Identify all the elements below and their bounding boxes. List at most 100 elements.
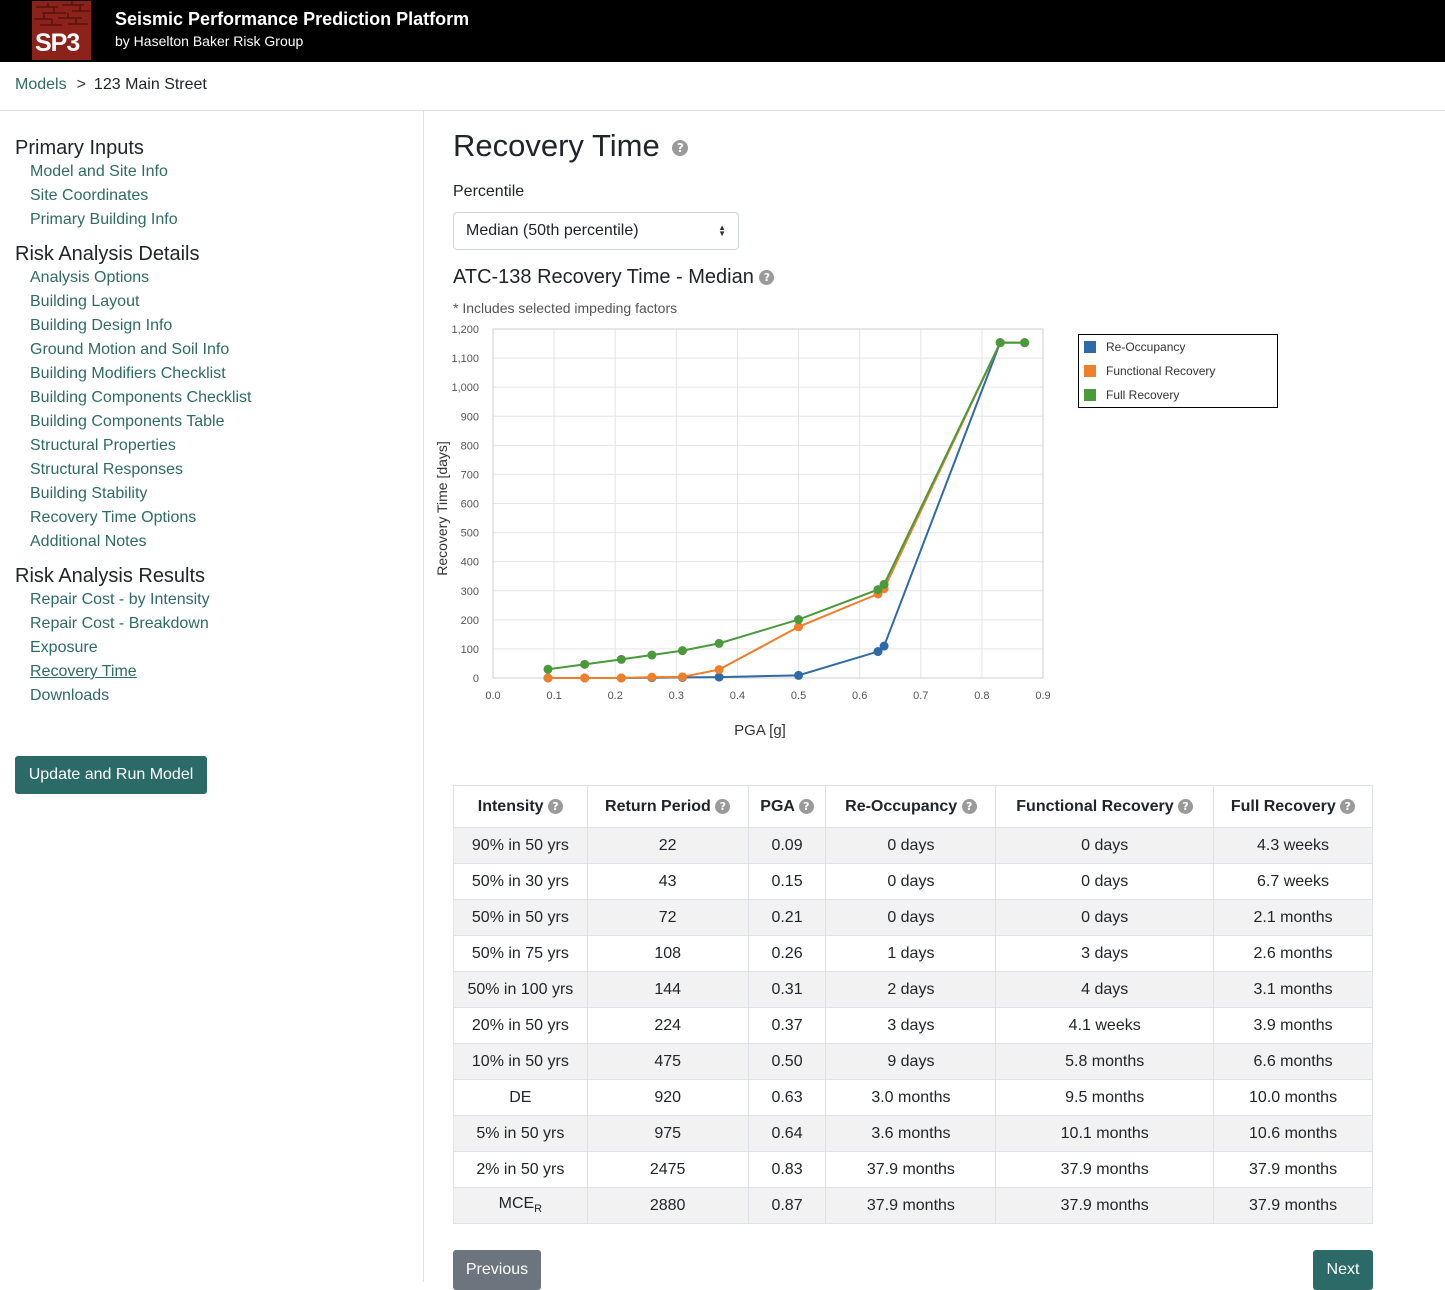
table-cell: 37.9 months (995, 1187, 1215, 1224)
table-cell: 10.1 months (995, 1115, 1215, 1152)
y-tick-label: 300 (461, 586, 479, 598)
sidebar-item-analysis-options[interactable]: Analysis Options (30, 269, 150, 286)
table-cell-text: 9.5 months (1065, 1088, 1145, 1106)
breadcrumb-current: 123 Main Street (93, 76, 207, 93)
y-tick-label: 0 (473, 673, 479, 685)
help-icon[interactable]: ? (961, 798, 977, 814)
sidebar-item-repair-cost-breakdown[interactable]: Repair Cost - Breakdown (30, 615, 209, 632)
x-tick-label: 0.5 (791, 690, 806, 702)
data-point (647, 672, 657, 682)
brick-wall-icon (34, 1, 90, 26)
sidebar-item-structural-properties[interactable]: Structural Properties (30, 437, 176, 454)
table-cell-text: 50% in 75 yrs (471, 944, 569, 962)
data-point (873, 585, 883, 595)
data-point (647, 650, 657, 660)
chart-legend: Re-Occupancy Functional Recovery Full Reco… (1078, 334, 1278, 408)
header-divider (0, 110, 1445, 111)
sidebar-item-building-design-info[interactable]: Building Design Info (30, 317, 173, 334)
table-row: 50% in 50 yrs 72 0.21 0 days 0 days 2.1 month… (453, 899, 1373, 936)
table-cell: 0 days (825, 827, 997, 864)
data-point (616, 673, 626, 683)
previous-button[interactable]: Previous (453, 1250, 541, 1290)
table-cell: 37.9 months (1213, 1151, 1373, 1188)
table-cell: 1 days (825, 935, 997, 972)
table-cell: 20% in 50 yrs (453, 1007, 588, 1044)
sidebar-item-building-components-checklist[interactable]: Building Components Checklist (30, 389, 252, 406)
legend-swatch (1084, 341, 1096, 353)
y-tick-label: 400 (461, 557, 479, 569)
sidebar-item-building-components-table[interactable]: Building Components Table (30, 413, 225, 430)
sidebar-item-primary-building-info[interactable]: Primary Building Info (30, 211, 178, 228)
table-cell-text: 0.50 (771, 1052, 803, 1070)
column-header-label: Return Period (605, 797, 711, 815)
table-cell: 0 days (995, 899, 1215, 936)
table-row: DE 920 0.63 3.0 months 9.5 months 10.0 months (453, 1079, 1373, 1116)
sidebar-item-exposure[interactable]: Exposure (30, 639, 98, 656)
sidebar-item-recovery-time[interactable]: Recovery Time (30, 663, 137, 680)
table-cell: 9.5 months (995, 1079, 1215, 1116)
table-cell-text: 50% in 50 yrs (471, 908, 569, 926)
table-cell: 0.26 (747, 935, 827, 972)
data-point (794, 622, 804, 632)
table-row: 50% in 100 yrs 144 0.31 2 days 4 days 3.1 mon… (453, 971, 1373, 1008)
table-cell-text: 224 (654, 1016, 682, 1034)
mce-subscript: R (534, 1203, 543, 1216)
table-cell-text: 37.9 months (1249, 1196, 1338, 1214)
table-cell: 37.9 months (825, 1187, 997, 1224)
breadcrumb-models-link[interactable]: Models (15, 76, 67, 93)
sidebar-item-downloads[interactable]: Downloads (30, 687, 110, 704)
table-row: 5% in 50 yrs 975 0.64 3.6 months 10.1 months… (453, 1115, 1373, 1152)
update-and-run-model-button[interactable]: Update and Run Model (15, 756, 207, 794)
sidebar-item-site-coordinates[interactable]: Site Coordinates (30, 187, 149, 204)
help-icon[interactable]: ? (1340, 798, 1356, 814)
table-cell-text: 2 days (887, 980, 935, 998)
sidebar-item-repair-cost-by-intensity[interactable]: Repair Cost - by Intensity (30, 591, 210, 608)
table-cell-text: 920 (654, 1088, 682, 1106)
legend-label: Full Recovery (1106, 388, 1180, 402)
table-cell-text: 0 days (1081, 836, 1129, 854)
legend-item[interactable]: Re-Occupancy (1084, 340, 1185, 354)
table-cell-text: 0.87 (771, 1196, 803, 1214)
help-icon[interactable]: ? (672, 139, 689, 156)
table-cell-text: 0.37 (771, 1016, 803, 1034)
help-icon[interactable]: ? (715, 798, 731, 814)
help-icon[interactable]: ? (798, 798, 814, 814)
table-cell-text: 0.31 (771, 980, 803, 998)
table-cell: 2880 (586, 1187, 749, 1224)
sidebar-item-building-stability[interactable]: Building Stability (30, 485, 148, 502)
help-icon[interactable]: ? (548, 798, 563, 814)
table-cell-text: 72 (658, 908, 677, 926)
column-header: Functional Recovery ? (995, 785, 1215, 828)
sidebar-item-ground-motion-and-soil-info[interactable]: Ground Motion and Soil Info (30, 341, 230, 358)
data-point (794, 670, 804, 680)
table-cell-text: 37.9 months (1060, 1196, 1149, 1214)
legend-item[interactable]: Full Recovery (1084, 388, 1179, 402)
column-header: Full Recovery ? (1213, 785, 1373, 828)
table-cell-text: 475 (654, 1052, 682, 1070)
percentile-select[interactable]: Median (50th percentile) ▲ ▼ (453, 212, 739, 250)
sidebar-item-building-modifiers-checklist[interactable]: Building Modifiers Checklist (30, 365, 226, 382)
next-button[interactable]: Next (1313, 1250, 1373, 1290)
legend-item[interactable]: Functional Recovery (1084, 364, 1215, 378)
sp3-logo[interactable]: SP3 (32, 1, 91, 60)
table-cell: 2.6 months (1213, 935, 1373, 972)
table-cell-text: 0 days (887, 908, 935, 926)
sidebar-item-recovery-time-options[interactable]: Recovery Time Options (30, 509, 197, 526)
x-axis-label: PGA [g] (734, 722, 786, 739)
sidebar-item-additional-notes[interactable]: Additional Notes (30, 533, 147, 550)
table-cell: 2475 (586, 1151, 749, 1188)
sidebar-item-building-layout[interactable]: Building Layout (30, 293, 140, 310)
table-cell-text: 2.1 months (1253, 908, 1333, 926)
sidebar-item-structural-responses[interactable]: Structural Responses (30, 461, 183, 478)
app-subtitle: by Haselton Baker Risk Group (115, 33, 304, 49)
sidebar-item-model-and-site-info[interactable]: Model and Site Info (30, 163, 168, 180)
x-tick-label: 0.0 (485, 690, 500, 702)
table-cell-text: 10.0 months (1249, 1088, 1338, 1106)
legend-swatch (1084, 389, 1096, 401)
help-icon[interactable]: ? (1178, 798, 1194, 814)
chart-help-icon[interactable]: ? (759, 270, 775, 286)
table-cell-text: 3 days (887, 1016, 935, 1034)
table-cell: 0.50 (747, 1043, 827, 1080)
y-tick-label: 200 (461, 615, 479, 627)
table-cell: 2% in 50 yrs (453, 1151, 588, 1188)
